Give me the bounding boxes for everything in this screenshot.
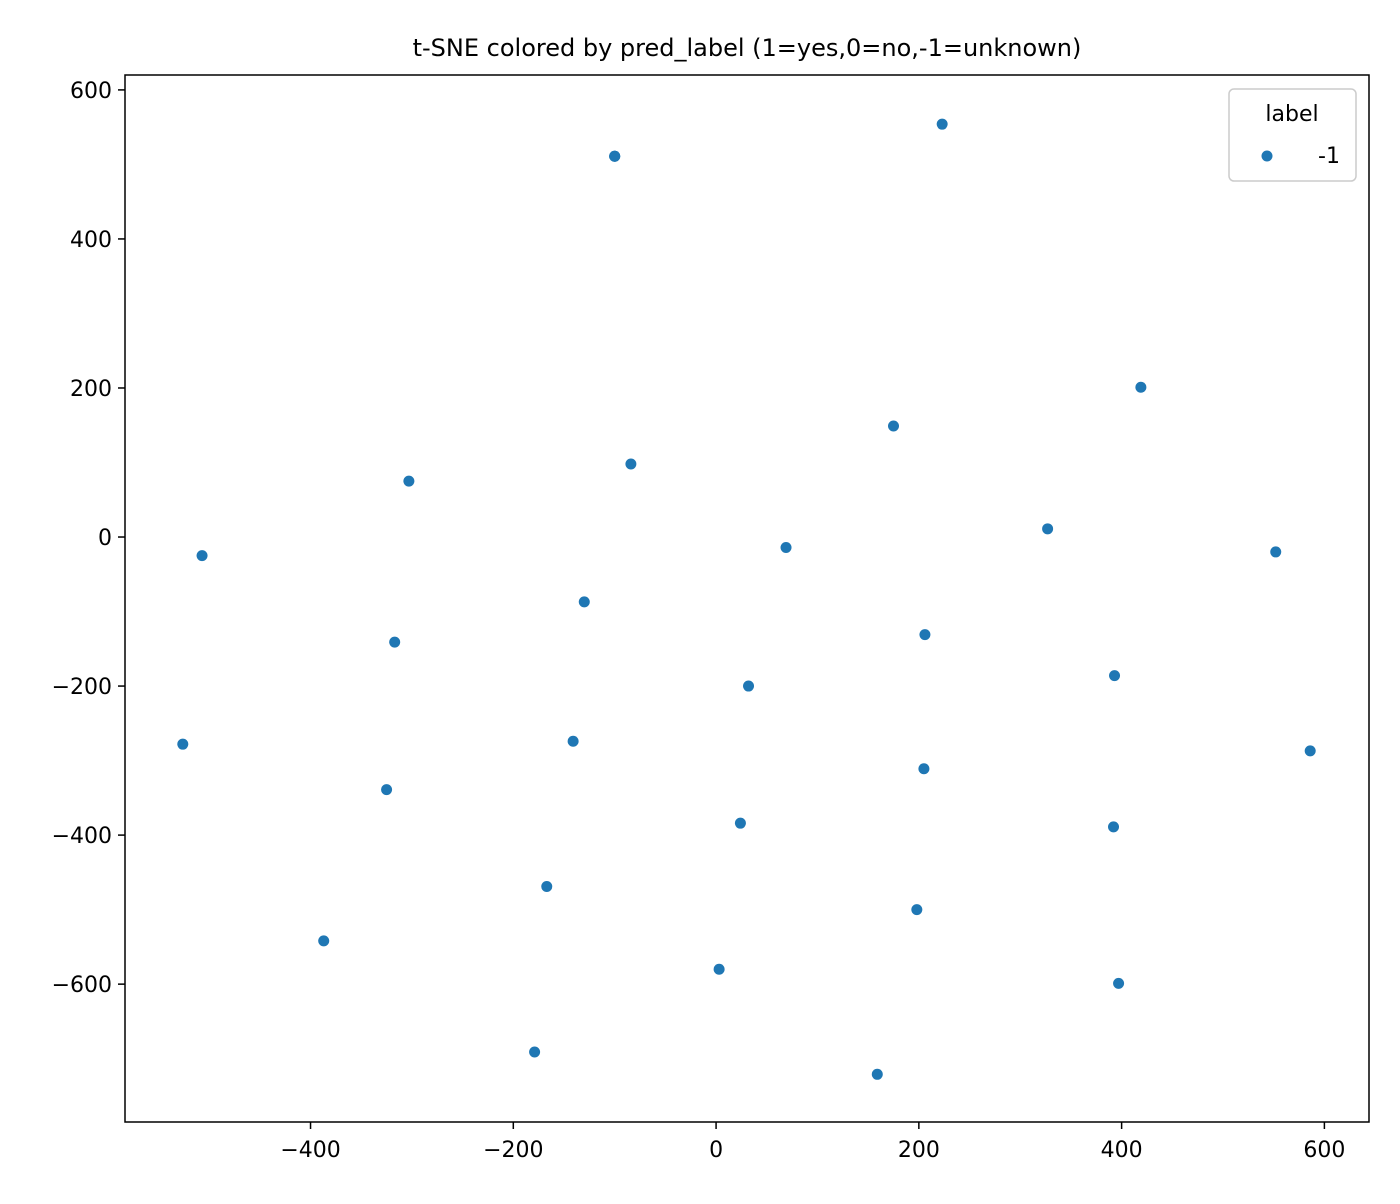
data-point [743,680,755,692]
data-point [1304,745,1316,757]
data-point [403,475,415,487]
x-tick-label: 400 [1101,1138,1143,1163]
y-tick-label: 0 [98,526,112,551]
data-point [381,784,393,796]
y-tick-label: −600 [52,973,112,998]
data-point [871,1068,883,1080]
x-tick-label: 0 [709,1138,723,1163]
legend: label -1 [1228,88,1357,182]
data-point [625,458,637,470]
data-point [1270,546,1282,558]
data-point [1113,977,1125,989]
data-point [918,763,930,775]
legend-marker [1261,150,1273,162]
data-point [919,629,931,641]
data-point [1135,381,1147,393]
data-point [713,963,725,975]
data-point [389,636,401,648]
x-tick-label: 600 [1303,1138,1345,1163]
data-point [911,904,923,916]
data-point [888,420,900,432]
data-point [1109,670,1121,682]
axes-frame [124,74,1370,1123]
y-tick-label: 200 [70,377,112,402]
legend-frame [1228,88,1357,182]
x-tick-label: 200 [898,1138,940,1163]
data-point [567,735,579,747]
data-point [529,1046,541,1058]
data-point [780,541,792,553]
data-point [609,150,621,162]
data-point [196,550,208,562]
chart-title: t-SNE colored by pred_label (1=yes,0=no,… [413,34,1082,62]
data-point [318,935,330,947]
data-point [936,118,948,130]
y-tick-label: 600 [70,79,112,104]
x-tick-label: −400 [280,1138,340,1163]
legend-title: label [1265,102,1318,127]
data-point [1042,523,1054,535]
y-tick-label: −400 [52,824,112,849]
data-point [578,596,590,608]
plot-area: −400 −200 0 200 400 600 600 400 200 0 −200 −400 −600 [52,74,1370,1163]
data-point [177,738,189,750]
data-point [541,881,553,893]
x-tick-label: −200 [483,1138,543,1163]
y-tick-label: −200 [52,675,112,700]
legend-label: -1 [1318,144,1340,169]
data-point [734,817,746,829]
y-tick-label: 400 [70,228,112,253]
data-point [1108,821,1120,833]
